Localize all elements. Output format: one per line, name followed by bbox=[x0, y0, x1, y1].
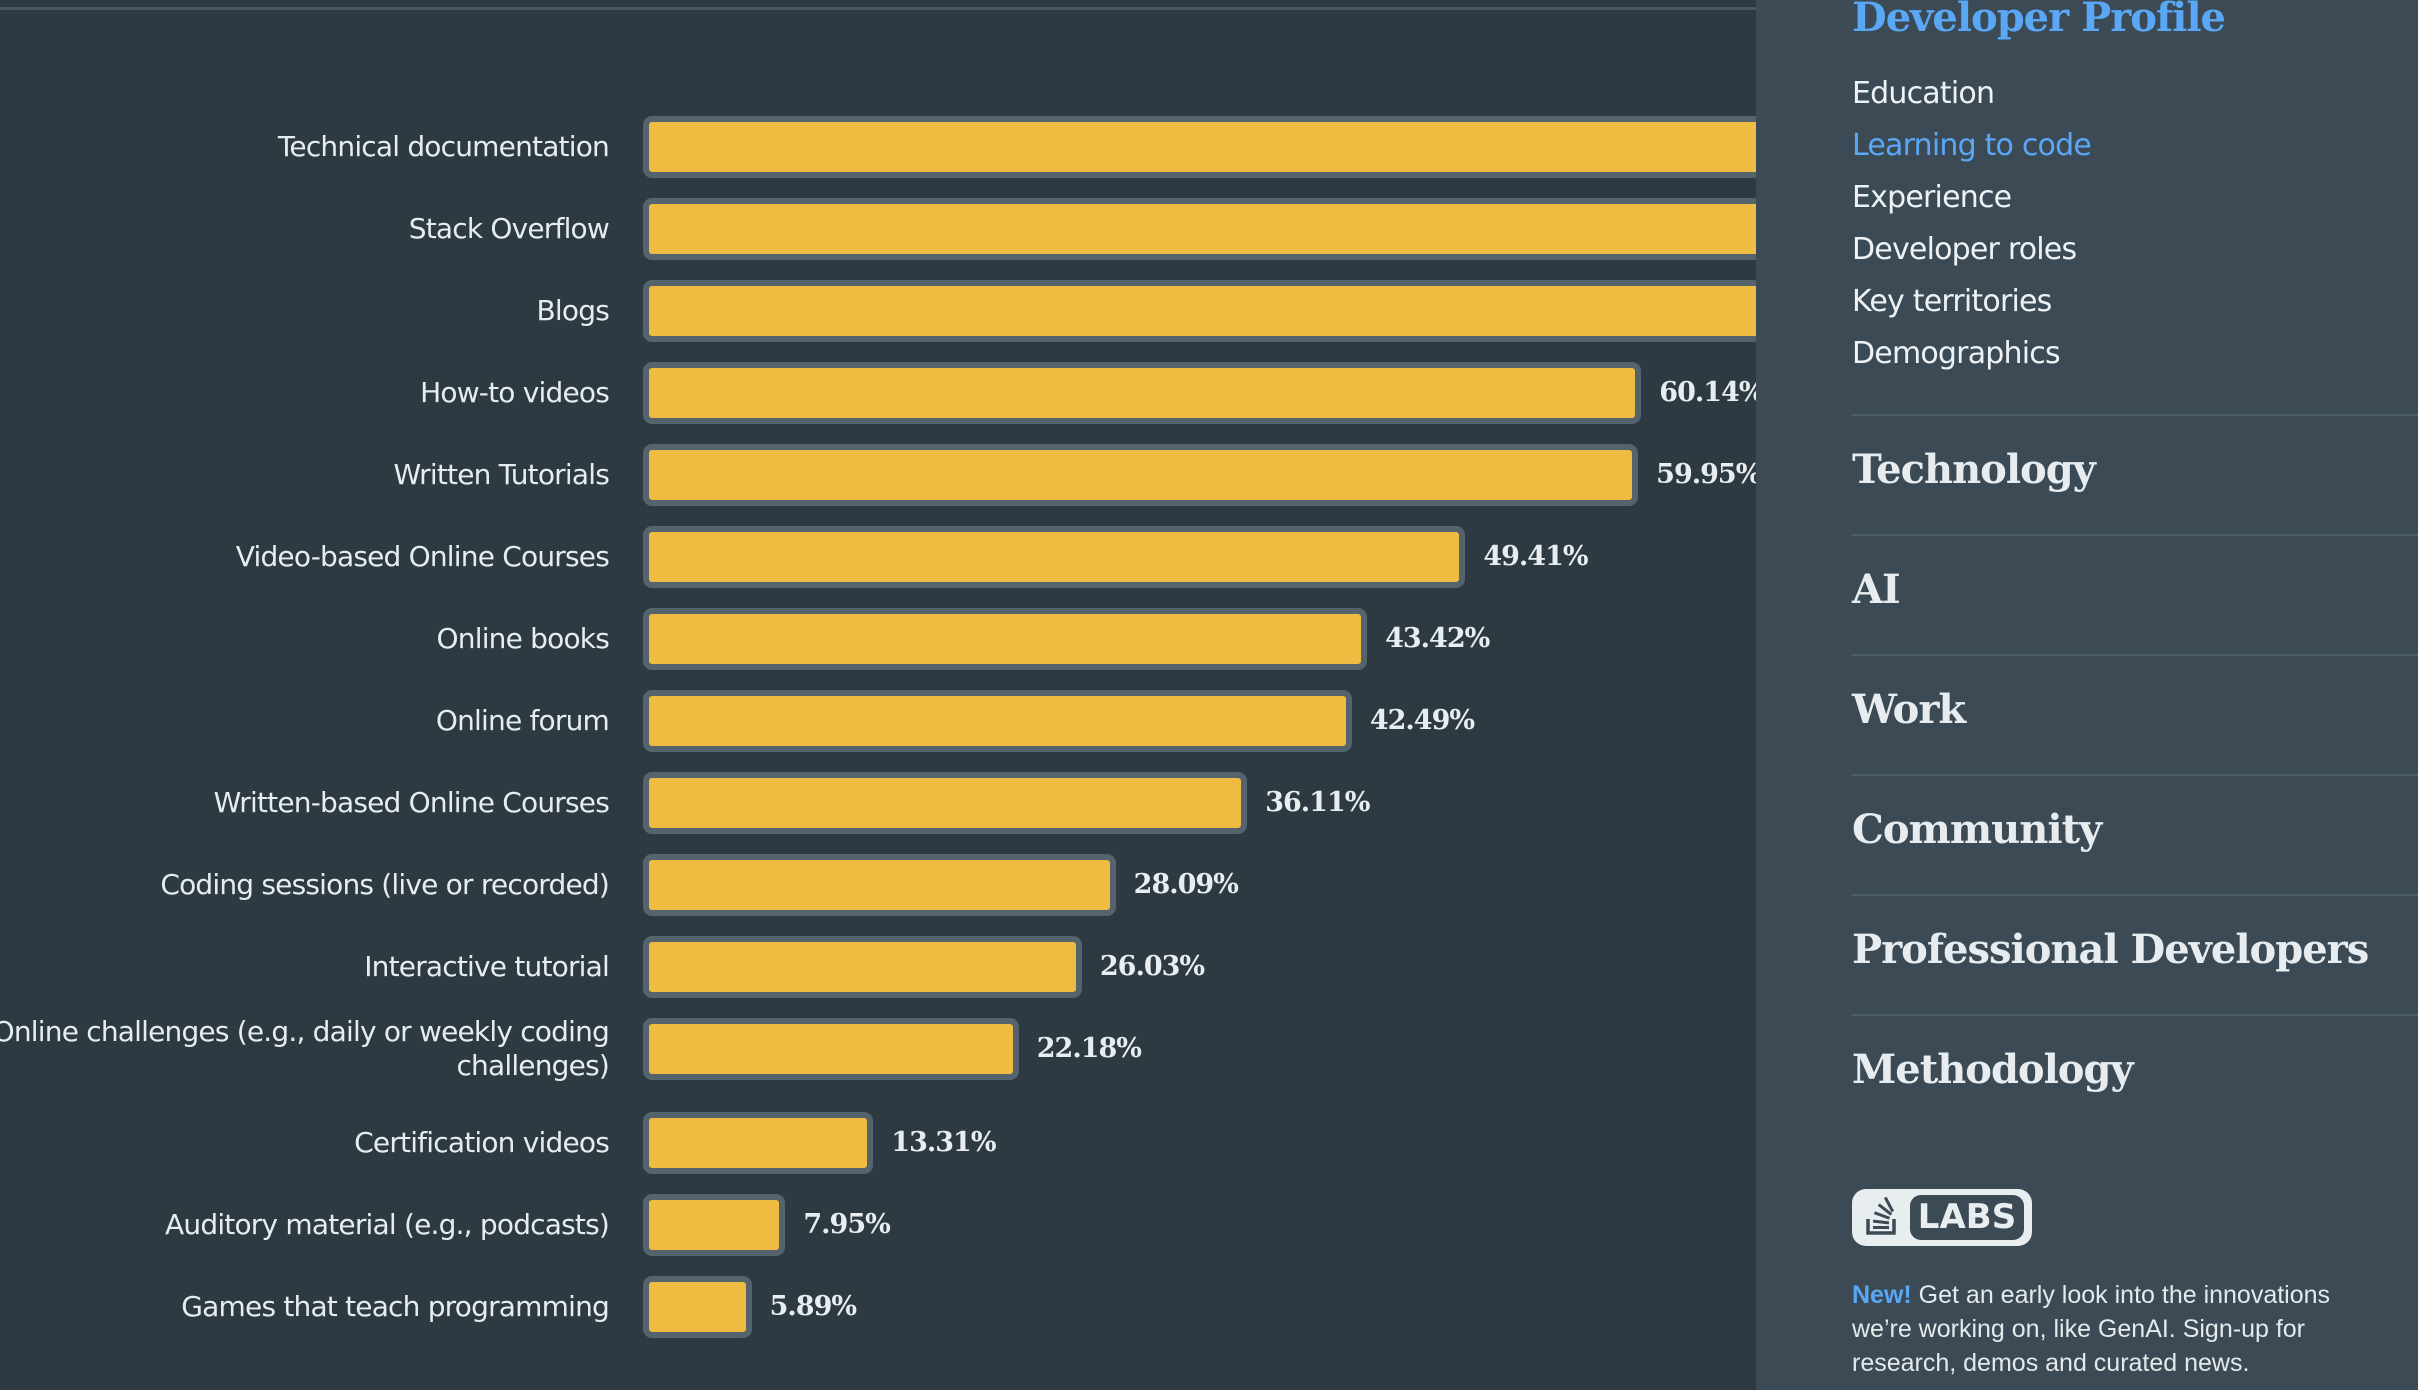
bar-label-line: Auditory material (e.g., podcasts) bbox=[165, 1208, 610, 1241]
bar[interactable] bbox=[643, 608, 1368, 670]
bar[interactable] bbox=[643, 280, 1756, 342]
bar-label-line: Stack Overflow bbox=[408, 212, 610, 245]
bar-label: How-to videos bbox=[420, 376, 610, 410]
labs-description-text: Get an early look into the innovations w… bbox=[1852, 1281, 2331, 1377]
bar-value-label: 49.41% bbox=[1483, 541, 1588, 572]
bar-label-line: Video-based Online Courses bbox=[235, 540, 610, 573]
bar[interactable] bbox=[643, 772, 1248, 834]
sidebar-divider bbox=[1852, 534, 2418, 536]
labs-badge-link[interactable]: LABS bbox=[1852, 1189, 2032, 1246]
bar-label-line: challenges) bbox=[456, 1049, 609, 1082]
sidebar-divider bbox=[1852, 894, 2418, 896]
bar-value-label: 7.95% bbox=[803, 1209, 890, 1240]
sidebar-section-ai[interactable]: AI bbox=[1852, 566, 1901, 613]
learning-resources-bar-chart: Technical documentation Stack Overflow Blo… bbox=[0, 116, 1756, 1338]
bar[interactable] bbox=[643, 1018, 1019, 1080]
bar-label: Games that teach programming bbox=[181, 1290, 610, 1324]
bar-label-line: Interactive tutorial bbox=[364, 950, 610, 983]
bar-label-line: Blogs bbox=[536, 294, 610, 327]
bar[interactable] bbox=[643, 362, 1642, 424]
bar-label: Auditory material (e.g., podcasts) bbox=[165, 1208, 610, 1242]
bar[interactable] bbox=[643, 936, 1082, 998]
sidebar-divider bbox=[1852, 774, 2418, 776]
bar[interactable] bbox=[643, 444, 1639, 506]
bar-label: Certification videos bbox=[354, 1126, 610, 1160]
bar-value-label: 22.18% bbox=[1036, 1033, 1142, 1064]
bar[interactable] bbox=[643, 526, 1466, 588]
bar-value-label: 36.11% bbox=[1265, 787, 1370, 818]
bar-value-label: 28.09% bbox=[1133, 869, 1239, 900]
bar[interactable] bbox=[643, 854, 1116, 916]
bar[interactable] bbox=[643, 198, 1756, 260]
sidebar-section-technology[interactable]: Technology bbox=[1852, 446, 2096, 493]
bar[interactable] bbox=[643, 1112, 874, 1174]
sidebar-item-learning-to-code[interactable]: Learning to code bbox=[1852, 128, 2092, 163]
sidebar-nav: Developer Profile Education Learning to … bbox=[1756, 0, 2418, 1390]
sidebar-section-professional-developers[interactable]: Professional Developers bbox=[1852, 926, 2369, 973]
bar[interactable] bbox=[643, 690, 1352, 752]
bar-value-label: 60.14% bbox=[1659, 377, 1756, 408]
bar-label: Online books bbox=[436, 622, 610, 656]
bar-label-line: Coding sessions (live or recorded) bbox=[160, 868, 609, 901]
bar-label-line: Written Tutorials bbox=[393, 458, 610, 491]
sidebar-section-work[interactable]: Work bbox=[1852, 686, 1966, 733]
bar-label-line: Written-based Online Courses bbox=[213, 786, 610, 819]
bar-value-label: 42.49% bbox=[1369, 705, 1475, 736]
bar-label-line: Games that teach programming bbox=[181, 1290, 610, 1323]
sidebar-divider bbox=[1852, 414, 2418, 416]
bar-value-label: 26.03% bbox=[1099, 951, 1205, 982]
bar-label-line: How-to videos bbox=[420, 376, 610, 409]
sidebar-item-demographics[interactable]: Demographics bbox=[1852, 336, 2061, 371]
stack-overflow-logo-icon bbox=[1866, 1197, 1896, 1235]
main-content: Technical documentation Stack Overflow Blo… bbox=[0, 7, 1756, 1338]
bar-label: Blogs bbox=[536, 294, 610, 328]
bar[interactable] bbox=[643, 1276, 752, 1338]
bar-label-line: Online challenges (e.g., daily or weekly… bbox=[0, 1015, 610, 1048]
labs-label: LABS bbox=[1910, 1195, 2024, 1240]
bar-value-label: 59.95% bbox=[1656, 459, 1756, 490]
bar-value-label: 5.89% bbox=[769, 1291, 857, 1322]
bar-label-line: Online books bbox=[436, 622, 610, 655]
bar-label: Stack Overflow bbox=[408, 212, 610, 246]
sidebar-item-developer-roles[interactable]: Developer roles bbox=[1852, 232, 2077, 267]
new-badge: New! bbox=[1852, 1281, 1912, 1309]
sidebar-item-experience[interactable]: Experience bbox=[1852, 180, 2012, 215]
top-divider bbox=[0, 7, 1756, 10]
bar-label: Technical documentation bbox=[277, 130, 610, 164]
bar-value-label: 13.31% bbox=[891, 1127, 996, 1158]
bar-label: Written Tutorials bbox=[393, 458, 610, 492]
bar-label: Video-based Online Courses bbox=[235, 540, 610, 574]
labs-description: New! Get an early look into the innovati… bbox=[1852, 1278, 2392, 1380]
bar[interactable] bbox=[643, 116, 1756, 178]
sidebar-section-community[interactable]: Community bbox=[1852, 806, 2102, 853]
bar-label: Interactive tutorial bbox=[364, 950, 610, 984]
bar-label-line: Certification videos bbox=[354, 1126, 610, 1159]
bar[interactable] bbox=[643, 1194, 786, 1256]
bar-label: Written-based Online Courses bbox=[213, 786, 610, 820]
sidebar-item-key-territories[interactable]: Key territories bbox=[1852, 284, 2052, 319]
sidebar-section-developer-profile[interactable]: Developer Profile bbox=[1852, 0, 2226, 41]
bar-label: Coding sessions (live or recorded) bbox=[160, 868, 609, 902]
bar-label-line: Online forum bbox=[435, 704, 610, 737]
sidebar-divider bbox=[1852, 654, 2418, 656]
bar-label: Online challenges (e.g., daily or weekly… bbox=[0, 1015, 610, 1083]
sidebar-divider bbox=[1852, 1014, 2418, 1016]
bar-label-line: Technical documentation bbox=[277, 130, 610, 163]
sidebar-section-methodology[interactable]: Methodology bbox=[1852, 1046, 2134, 1093]
sidebar-item-education[interactable]: Education bbox=[1852, 76, 1995, 111]
bar-label: Online forum bbox=[435, 704, 610, 738]
bar-value-label: 43.42% bbox=[1385, 623, 1490, 654]
